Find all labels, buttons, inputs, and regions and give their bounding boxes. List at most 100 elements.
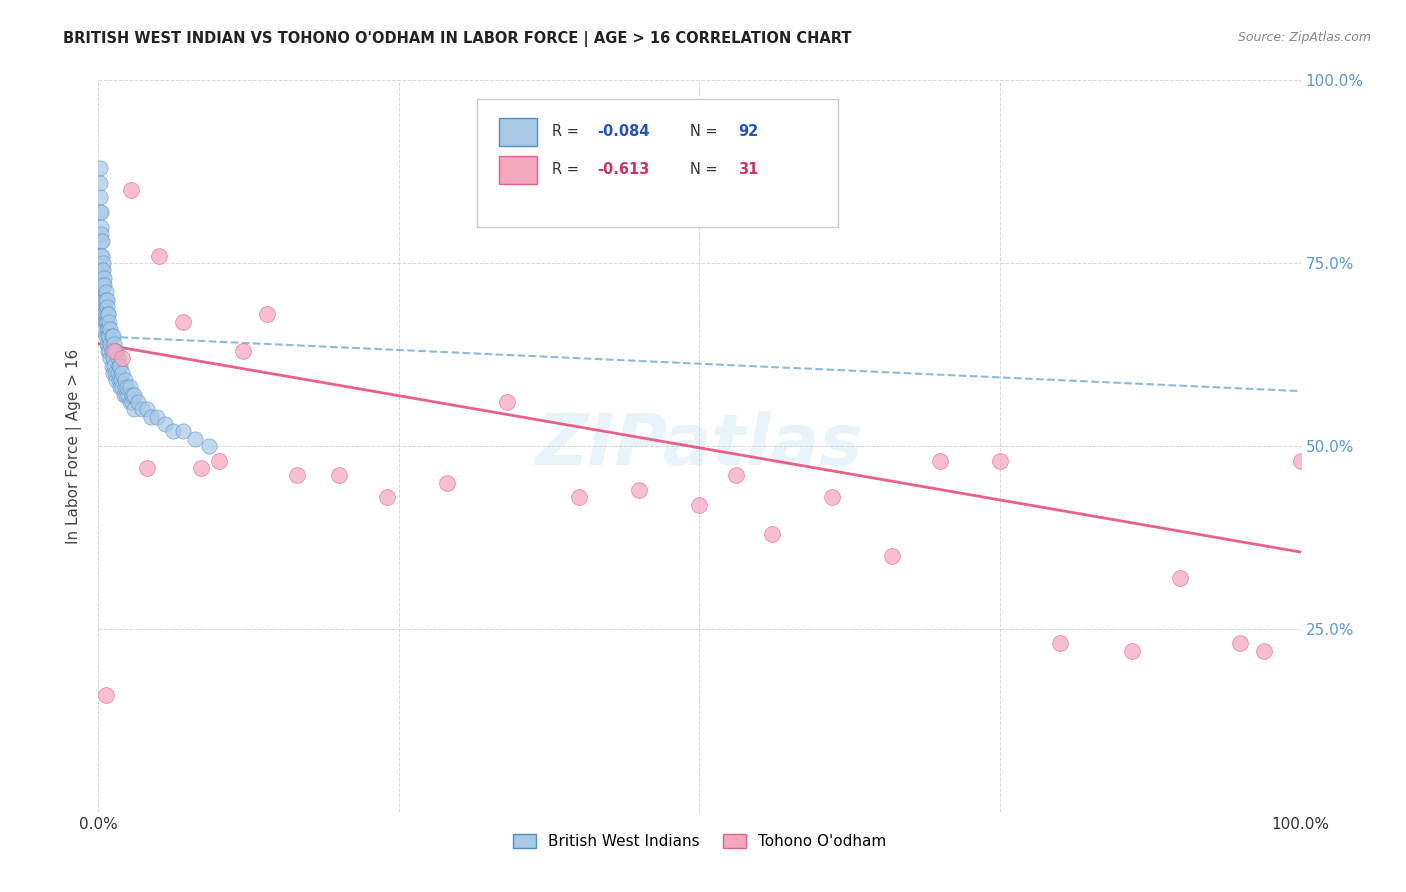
Point [91,293,114,307]
Point [724,468,747,483]
Point [91,300,114,314]
Point [117,380,139,394]
Point [94,329,117,343]
Point [91,278,114,293]
Legend: British West Indians, Tohono O'odham: British West Indians, Tohono O'odham [506,828,893,855]
Text: R =: R = [551,124,583,139]
Point [146,409,169,424]
Point [689,498,711,512]
Point [105,343,128,358]
Point [103,359,125,373]
Point [96,322,118,336]
Point [111,366,134,380]
Point [111,380,134,394]
Point [100,329,122,343]
Point [127,395,149,409]
Point [135,461,157,475]
Point [114,373,136,387]
Point [135,402,157,417]
Point [91,270,114,285]
Point [90,227,112,241]
Point [91,256,114,270]
Point [190,461,212,475]
Point [97,329,120,343]
Point [94,315,117,329]
Point [110,373,132,387]
Point [108,380,131,394]
Point [98,343,121,358]
Point [100,351,122,366]
Point [100,322,122,336]
Y-axis label: In Labor Force | Age > 16: In Labor Force | Age > 16 [66,349,83,543]
Point [1121,644,1143,658]
Point [100,343,122,358]
Point [96,300,118,314]
Point [89,190,111,204]
Point [94,293,117,307]
Point [285,468,308,483]
Point [131,402,153,417]
Point [101,329,124,343]
Point [1289,453,1312,467]
Point [118,380,141,394]
Text: Source: ZipAtlas.com: Source: ZipAtlas.com [1237,31,1371,45]
Point [148,249,170,263]
Point [115,388,138,402]
Point [100,336,122,351]
Point [93,293,115,307]
Point [121,388,143,402]
Point [114,380,136,394]
Point [232,343,254,358]
Point [104,366,127,380]
Point [108,359,131,373]
Text: BRITISH WEST INDIAN VS TOHONO O'ODHAM IN LABOR FORCE | AGE > 16 CORRELATION CHAR: BRITISH WEST INDIAN VS TOHONO O'ODHAM IN… [63,31,852,47]
Point [375,490,398,504]
Text: -0.084: -0.084 [598,124,650,139]
Text: ZIPatlas: ZIPatlas [536,411,863,481]
Point [97,307,120,321]
Point [94,688,117,702]
Point [104,343,127,358]
Point [93,270,115,285]
Bar [499,118,537,145]
Point [91,249,114,263]
Point [117,388,139,402]
Point [880,549,903,563]
Point [90,249,112,263]
Point [96,315,118,329]
Point [105,373,128,387]
Point [198,439,221,453]
Text: R =: R = [551,162,588,178]
Point [108,359,131,373]
Point [1170,571,1192,585]
Point [172,425,194,439]
Point [89,176,111,190]
Point [124,402,146,417]
Point [89,205,111,219]
Point [91,278,114,293]
Point [436,475,458,490]
Text: -0.613: -0.613 [598,162,650,178]
Point [101,351,124,366]
Point [1049,636,1071,650]
Point [928,453,950,467]
Point [98,315,121,329]
Point [96,336,118,351]
Point [103,336,125,351]
Point [98,329,121,343]
Point [761,526,783,541]
Point [141,409,163,424]
Point [107,366,129,380]
Point [496,395,519,409]
Point [91,285,114,300]
Bar [499,156,537,184]
Point [1229,636,1251,650]
Bar [477,99,838,227]
Point [153,417,176,431]
Point [90,234,112,248]
Point [94,285,117,300]
Point [90,263,112,277]
Point [97,343,120,358]
Point [93,307,115,321]
Point [93,278,115,293]
